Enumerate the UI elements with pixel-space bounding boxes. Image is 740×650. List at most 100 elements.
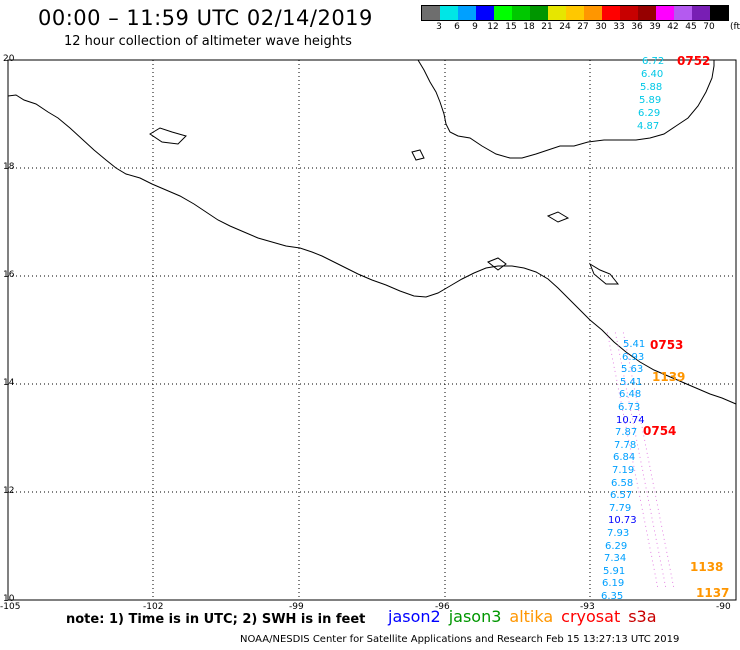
track-dot: · [624,381,627,391]
track-dot: · [645,527,648,537]
track-dot: · [623,333,626,343]
lat-label: 14 [3,378,15,388]
track-dot: · [634,432,637,442]
track-dot: · [650,553,653,563]
map-frame [7,59,737,601]
track-dot: · [625,346,628,356]
track-dot: · [638,449,641,459]
track-dot: · [630,449,633,459]
track-dot: · [622,329,625,339]
track-dot: · [617,385,620,395]
track-dot: · [658,510,661,520]
track-dot: · [636,402,639,412]
track-dot: · [622,411,625,421]
track-dot: · [633,385,636,395]
track-dot: · [624,338,627,348]
track-dot: · [654,570,657,580]
track-dot: · [640,458,643,468]
track-dot: · [626,351,629,361]
swh-value: 10.74 [616,415,645,426]
track-dot: · [651,475,654,485]
colorbar-swatch [638,6,656,20]
track-dot: · [665,544,668,554]
track-dot: · [632,458,635,468]
track-dot: · [660,561,663,571]
track-dot: · [629,445,632,455]
track-dot: · [659,518,662,528]
lon-label: -105 [0,602,21,612]
lat-label: 16 [3,270,15,280]
track-dot: · [618,351,621,361]
track-dot: · [646,531,649,541]
track-dot: · [611,355,614,365]
legend-altika: altika [509,607,554,626]
track-dot: · [667,557,670,567]
colorbar-swatch [602,6,620,20]
track-dot: · [639,454,642,464]
colorbar-swatch [566,6,584,20]
track-dot: · [640,462,643,472]
colorbar-label: 27 [577,22,589,32]
colorbar-label: 36 [631,22,643,32]
track-dot: · [672,583,675,593]
track-dot: · [626,432,629,442]
colorbar-label: 42 [667,22,679,32]
swh-value: 6.84 [613,452,636,463]
track-dot: · [649,505,652,515]
track-dot: · [636,480,639,490]
track-dot: · [655,497,658,507]
track-dot: · [646,449,649,459]
track-dot: · [643,475,646,485]
track-dot: · [632,381,635,391]
swh-value: 6.58 [611,478,634,489]
track-dot: · [623,372,626,382]
colorbar-swatch [548,6,566,20]
track-dot: · [628,398,631,408]
track-dot: · [628,359,631,369]
lon-label: -93 [580,602,595,612]
track-dot: · [660,523,663,533]
track-dot: · [627,355,630,365]
track-dot: · [641,467,644,477]
track-dot: · [655,578,658,588]
track-dot: · [620,402,623,412]
altimeter-track-dots: · · ·· · ·· · ·· · ·· · ·· · ·· · ·· · ·· · ·· · ·· · ·· · ·· · ··… [606,329,675,593]
colorbar-swatch [692,6,710,20]
track-dot: · [651,514,654,524]
track-dot: · [619,355,622,365]
track-dot: · [608,338,611,348]
swh-colorbar [421,5,729,21]
colorbar-label: 33 [613,22,625,32]
track-dot: · [641,424,644,434]
track-dot: · [658,553,661,563]
track-dot: · [627,394,630,404]
swh-value: 6.29 [638,108,661,119]
track-dot: · [620,359,623,369]
track-dot: · [606,329,609,339]
track-dot: · [644,523,647,533]
colorbar-label: 30 [595,22,607,32]
track-dot: · [656,583,659,593]
swh-value: 4.87 [637,121,660,132]
colorbar-label: 21 [541,22,553,32]
pass-time-label: 0753 [650,338,684,352]
track-dot: · [620,398,623,408]
lat-label: 10 [3,594,15,604]
track-dot: · [659,514,662,524]
colorbar-label: 3 [436,22,442,32]
track-dot: · [648,458,651,468]
track-dot: · [647,497,650,507]
pacific-coastline [7,94,737,405]
track-dot: · [625,342,628,352]
track-dot: · [640,501,643,511]
track-dot: · [623,415,626,425]
swh-value: 6.19 [602,578,625,589]
track-dot: · [609,346,612,356]
colorbar-label: 39 [649,22,661,32]
track-dot: · [668,561,671,571]
pass-time-label: 1137 [696,586,730,600]
lon-label: -96 [435,602,450,612]
track-dot: · [631,415,634,425]
pass-time-label: 0754 [643,424,677,438]
track-dot: · [612,359,615,369]
